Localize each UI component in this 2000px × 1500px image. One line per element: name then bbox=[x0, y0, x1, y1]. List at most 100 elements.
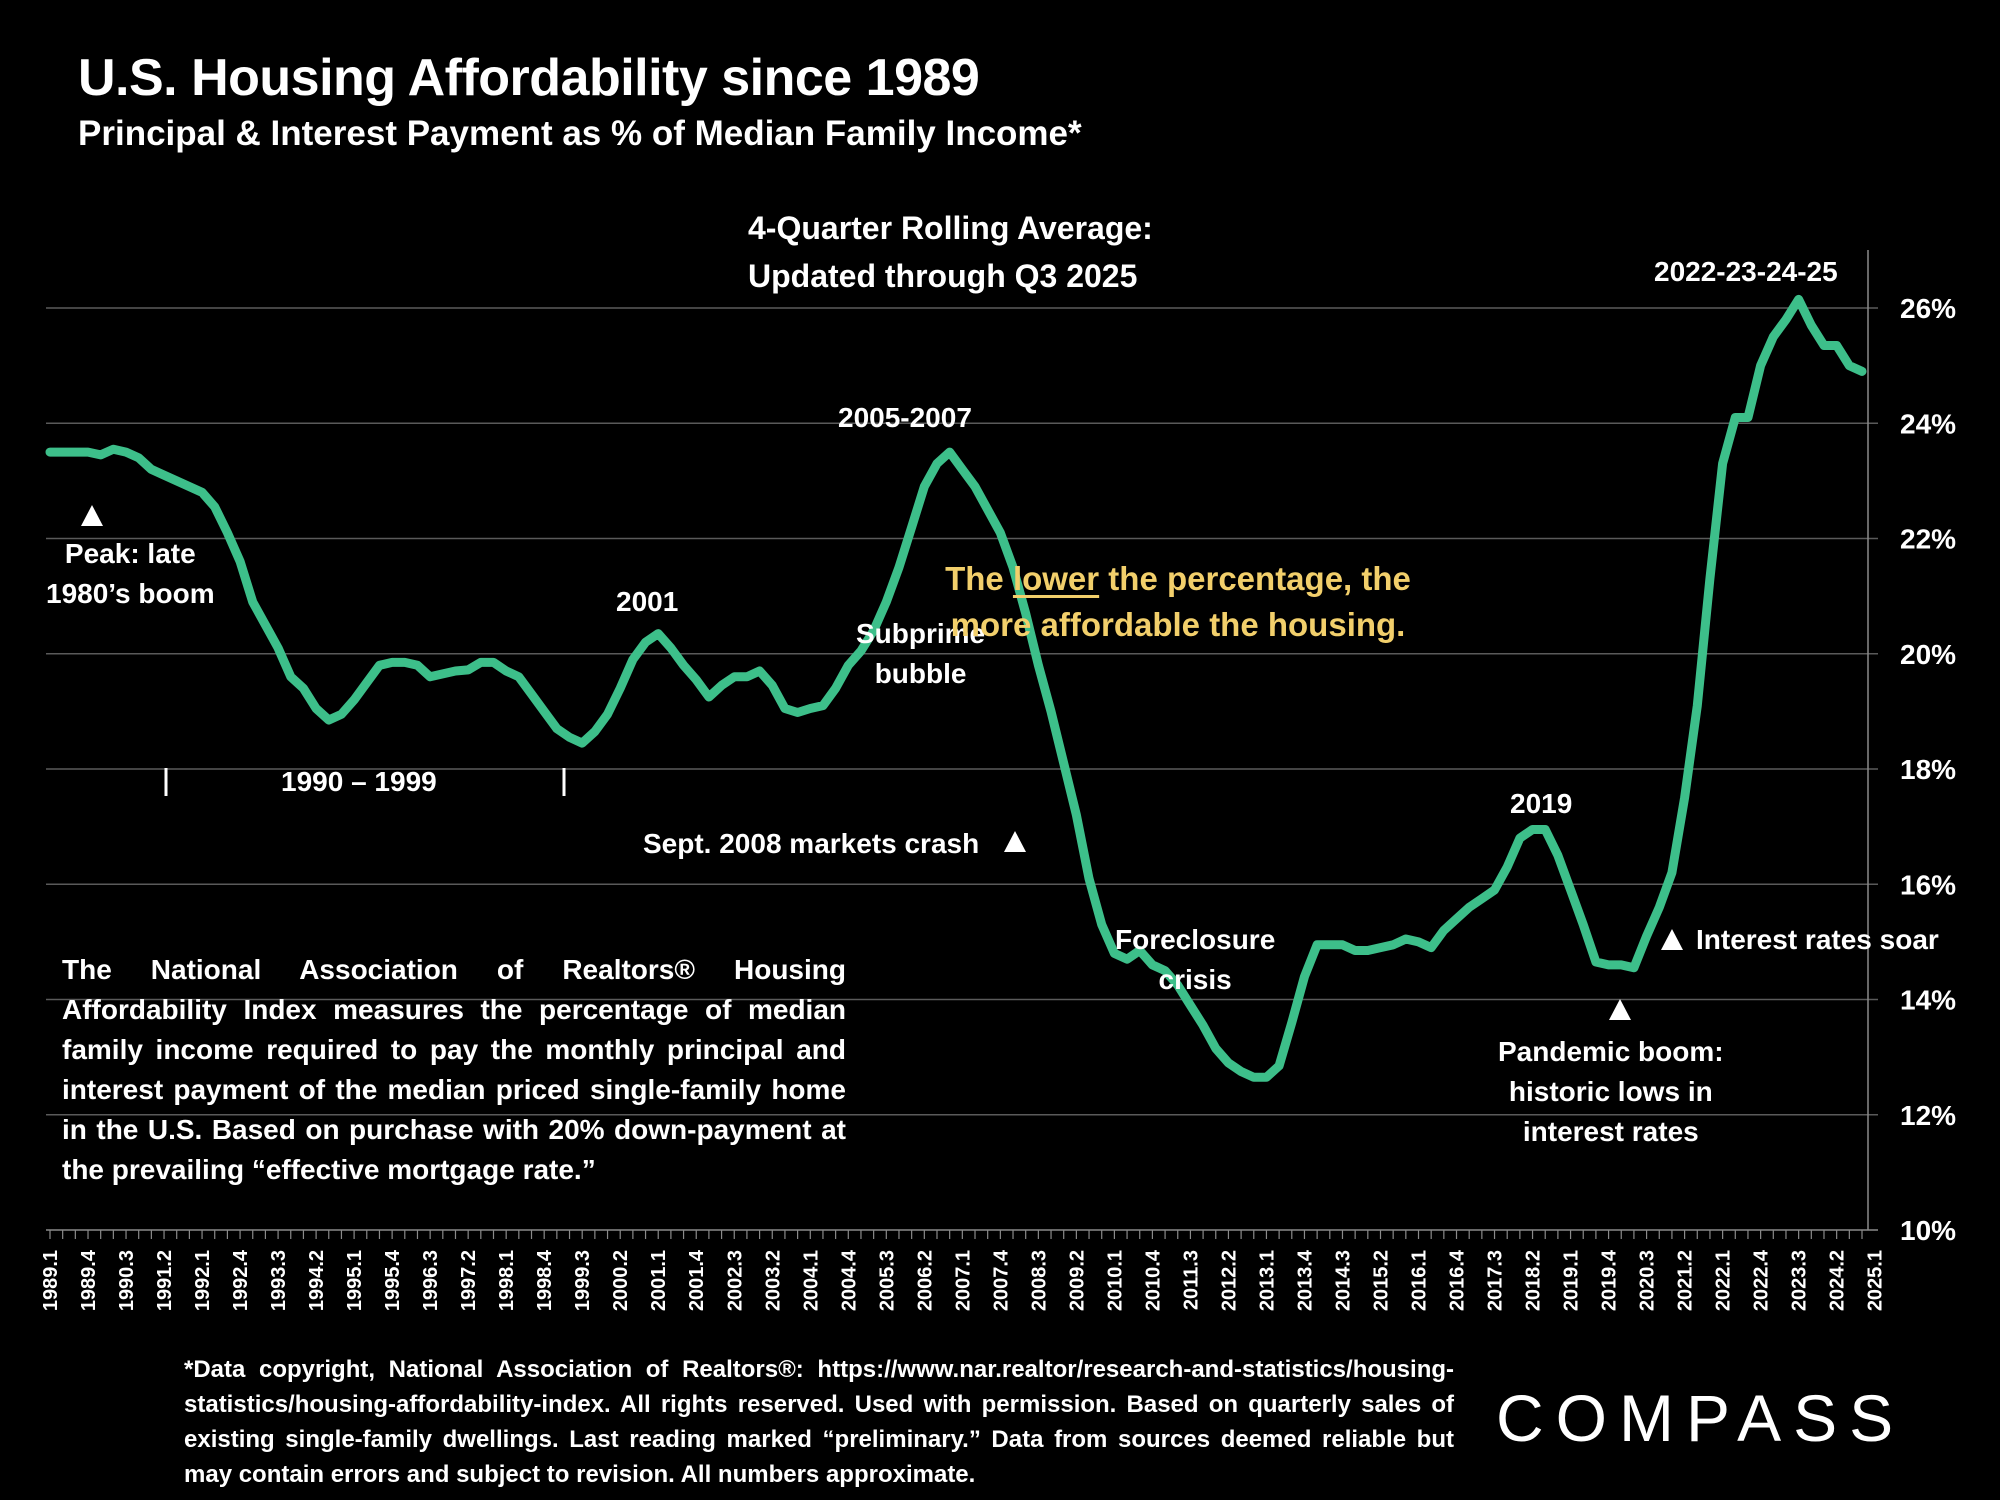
chart-subtitle: Principal & Interest Payment as % of Med… bbox=[78, 114, 1082, 153]
triangle-marker-icon bbox=[1004, 831, 1026, 852]
note-prefix: The bbox=[945, 560, 1013, 597]
x-tick-label: 2016.4 bbox=[1447, 1249, 1469, 1311]
annotation-line: crisis bbox=[1158, 964, 1232, 995]
series-line bbox=[45, 294, 1867, 1082]
x-tick-label: 2010.4 bbox=[1142, 1249, 1164, 1311]
annotation-pandemic: Pandemic boom: historic lows in interest… bbox=[1498, 1032, 1724, 1152]
annotation-rates-soar: Interest rates soar bbox=[1696, 924, 1939, 955]
x-tick-label: 2013.1 bbox=[1256, 1250, 1278, 1311]
affordability-note: The lower the percentage, the more affor… bbox=[858, 556, 1498, 648]
x-tick-label: 2004.1 bbox=[800, 1250, 822, 1311]
compass-logo: COMPASS bbox=[1496, 1381, 1906, 1455]
x-tick-label: 2014.3 bbox=[1332, 1250, 1354, 1311]
note-suffix: the percentage, the bbox=[1099, 560, 1411, 597]
x-tick-label: 1999.3 bbox=[572, 1250, 594, 1311]
annotation-2022-25: 2022-23-24-25 bbox=[1654, 256, 1838, 287]
x-tick-label: 2015.2 bbox=[1370, 1250, 1392, 1311]
x-tick-label: 2007.1 bbox=[952, 1250, 974, 1311]
annotation-peak-late-80s: Peak: late 1980’s boom bbox=[46, 534, 215, 614]
x-tick-label: 2000.2 bbox=[610, 1250, 632, 1311]
x-axis: 1989.1 1989.4 1990.3 1991.2 1992.1 1992.4 1993… bbox=[40, 1229, 1887, 1311]
note-line-2: more affordable the housing. bbox=[950, 606, 1406, 643]
annotation-line: interest rates bbox=[1522, 1116, 1699, 1147]
annotation-line: Pandemic boom: bbox=[1498, 1036, 1724, 1067]
x-tick-label: 2001.1 bbox=[648, 1250, 670, 1311]
x-tick-label: 1995.4 bbox=[382, 1249, 404, 1311]
x-tick-label: 1996.3 bbox=[420, 1250, 442, 1311]
x-tick-label: 2025.1 bbox=[1865, 1250, 1887, 1311]
annotation-line: Foreclosure bbox=[1115, 924, 1276, 955]
annotation-line: Subprime bbox=[856, 618, 986, 649]
triangle-marker-icon bbox=[1661, 929, 1683, 950]
annotation-text: Sept. 2008 markets crash bbox=[643, 828, 980, 859]
x-tick-label: 2001.4 bbox=[686, 1249, 708, 1311]
x-tick-label: 1993.3 bbox=[268, 1250, 290, 1311]
x-tick-label: 2013.4 bbox=[1294, 1249, 1316, 1311]
annotation-2005-2007: 2005-2007 bbox=[838, 402, 972, 433]
x-tick-label: 2007.4 bbox=[990, 1249, 1012, 1311]
x-tick-label: 2002.3 bbox=[724, 1250, 746, 1311]
x-tick-label: 1989.4 bbox=[78, 1249, 100, 1311]
x-tick-label: 2024.2 bbox=[1827, 1250, 1849, 1311]
y-tick-label: 24% bbox=[1900, 408, 1956, 439]
x-tick-label: 1998.4 bbox=[534, 1249, 556, 1311]
triangle-marker-icon bbox=[1609, 999, 1631, 1020]
note-line-1: The lower the percentage, the bbox=[858, 556, 1498, 602]
x-tick-label: 2019.4 bbox=[1599, 1249, 1621, 1311]
x-tick-label: 2020.3 bbox=[1637, 1250, 1659, 1311]
annotation-1990s: 1990 – 1999 bbox=[281, 766, 437, 797]
x-tick-label: 1991.2 bbox=[154, 1250, 176, 1311]
rolling-line-2: Updated through Q3 2025 bbox=[748, 258, 1138, 294]
y-tick-label: 14% bbox=[1900, 985, 1956, 1016]
annotation-2008-crash: Sept. 2008 markets crash bbox=[643, 824, 979, 864]
annotation-markers bbox=[81, 505, 1683, 1020]
x-tick-label: 2006.2 bbox=[914, 1250, 936, 1311]
x-tick-label: 1990.3 bbox=[116, 1250, 138, 1311]
x-tick-label: 1989.1 bbox=[40, 1250, 62, 1311]
y-axis: 10% 12% 14% 16% 18% 20% 22% 24% 26% bbox=[1867, 250, 1956, 1246]
y-tick-label: 12% bbox=[1900, 1100, 1956, 1131]
annotation-line: historic lows in bbox=[1508, 1076, 1713, 1107]
y-tick-label: 18% bbox=[1900, 754, 1956, 785]
x-tick-label: 2008.3 bbox=[1028, 1250, 1050, 1311]
x-tick-label: 2022.1 bbox=[1713, 1250, 1735, 1311]
annotation-2019: 2019 bbox=[1510, 788, 1573, 819]
y-tick-label: 22% bbox=[1900, 524, 1956, 555]
y-tick-label: 10% bbox=[1900, 1215, 1956, 1246]
x-tick-label: 1997.2 bbox=[458, 1250, 480, 1311]
x-tick-label: 1994.2 bbox=[306, 1250, 328, 1311]
x-tick-label: 1995.1 bbox=[344, 1250, 366, 1311]
y-tick-label: 20% bbox=[1900, 639, 1956, 670]
index-description: The National Association of Realtors® Ho… bbox=[62, 954, 846, 1185]
footnote: *Data copyright, National Association of… bbox=[184, 1356, 1454, 1488]
x-tick-label: 2019.1 bbox=[1561, 1250, 1583, 1311]
annotation-foreclosure: Foreclosure crisis bbox=[1115, 920, 1275, 1000]
chart-title: U.S. Housing Affordability since 1989 bbox=[78, 49, 980, 107]
annotation-subprime: Subprime bubble bbox=[856, 614, 985, 694]
x-tick-label: 2009.2 bbox=[1066, 1250, 1088, 1311]
x-tick-label: 2016.1 bbox=[1409, 1250, 1431, 1311]
x-tick-label: 2004.4 bbox=[838, 1249, 860, 1311]
x-tick-label: 2012.2 bbox=[1218, 1250, 1240, 1311]
x-tick-label: 2017.3 bbox=[1485, 1250, 1507, 1311]
x-tick-label: 2011.3 bbox=[1180, 1250, 1202, 1310]
y-tick-label: 26% bbox=[1900, 293, 1956, 324]
annotation-line: bubble bbox=[874, 658, 967, 689]
x-tick-label: 1998.1 bbox=[496, 1250, 518, 1311]
y-tick-label: 16% bbox=[1900, 869, 1956, 900]
x-tick-label: 2010.1 bbox=[1104, 1250, 1126, 1311]
annotation-line: 1980’s boom bbox=[46, 578, 215, 609]
x-tick-label: 1992.1 bbox=[192, 1250, 214, 1311]
x-tick-label: 2023.3 bbox=[1789, 1250, 1811, 1311]
triangle-marker-icon bbox=[81, 505, 103, 526]
x-tick-label: 1992.4 bbox=[230, 1249, 252, 1311]
x-tick-label: 2018.2 bbox=[1523, 1250, 1545, 1311]
x-tick-label: 2005.3 bbox=[876, 1250, 898, 1311]
rolling-line-1: 4-Quarter Rolling Average: bbox=[748, 210, 1153, 246]
x-tick-label: 2022.4 bbox=[1751, 1249, 1773, 1311]
x-tick-label: 2021.2 bbox=[1675, 1250, 1697, 1311]
annotation-line: Peak: late bbox=[64, 538, 196, 569]
note-underlined: lower bbox=[1012, 560, 1100, 597]
rolling-average-note: 4-Quarter Rolling Average: Updated throu… bbox=[748, 204, 1153, 300]
